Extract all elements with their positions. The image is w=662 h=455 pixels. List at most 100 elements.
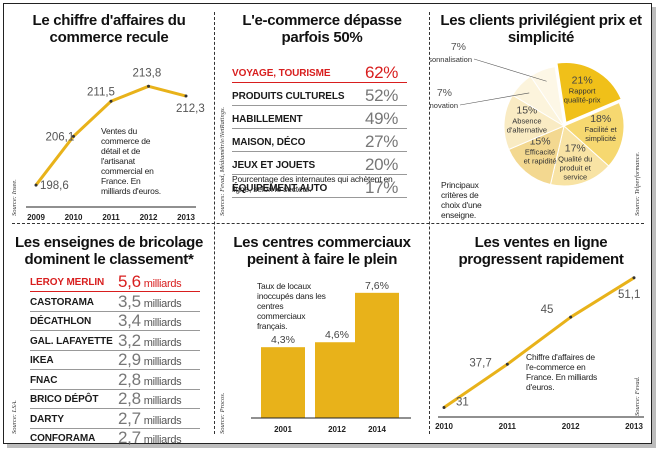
data-label: 4,6%	[325, 329, 349, 341]
malls-bar-chart: 4,3% 2001 4,6% 2012 7,6% 2014	[251, 280, 411, 434]
slice-percent: 18%	[590, 113, 611, 125]
slice-label: d'alternative	[507, 125, 547, 134]
data-label: 4,3%	[271, 334, 295, 346]
sector-label: HABILLEMENT	[232, 114, 303, 125]
sector-value: 20%	[365, 155, 399, 174]
panel-title: Le chiffre d'affaires du commerce recule	[32, 12, 186, 46]
row-rule	[232, 105, 407, 106]
panel-online: Les ventes en ligne progressent rapideme…	[430, 224, 652, 445]
row-rule	[30, 330, 200, 331]
x-tick-label: 2014	[368, 425, 386, 434]
retailer-unit: milliards	[143, 356, 182, 368]
source-label: Sources: Fevad, Médiamétrie/NetRatings.	[219, 106, 226, 216]
sector-value: 27%	[365, 132, 399, 151]
retailer-unit: milliards	[143, 375, 182, 388]
retailer-label: CONFORAMA	[30, 433, 96, 444]
slice-label: Absence	[512, 116, 541, 125]
retailer-label: FNAC	[30, 374, 58, 386]
retailer-label: DÉCATHLON	[30, 316, 92, 327]
x-tick-label: 2013	[625, 422, 643, 431]
data-label: 51,1	[618, 289, 640, 301]
panel-clients: Les clients privilégient prix et simplic…	[430, 4, 652, 223]
sector-label: ÉQUIPEMENT AUTO	[232, 183, 328, 194]
slice-percent: 7%	[451, 41, 466, 53]
chart-note: Taux de locaux inoccupés dans les centre…	[257, 281, 326, 331]
chart-note: Principaux critères de choix d'une ensei…	[441, 180, 482, 220]
retailer-value: 5,6 milliards	[118, 272, 182, 292]
sector-label: MAISON, DÉCO	[232, 137, 306, 148]
revenue-line-chart: 198,6 2009 206,1 2010 211,5 2011 213,8 2012 212,…	[26, 67, 205, 222]
data-point	[34, 183, 38, 187]
retailer-unit: milliards	[143, 297, 182, 310]
row-rule	[232, 82, 407, 83]
divider	[12, 223, 644, 224]
x-tick-label: 2013	[177, 213, 195, 222]
data-point	[632, 276, 636, 280]
sector-label: VOYAGE, TOURISME	[232, 68, 331, 79]
sector-label: PRODUITS CULTURELS	[232, 91, 345, 102]
x-tick-label: 2012	[328, 425, 346, 434]
retailer-revenue: 2,7	[118, 428, 141, 445]
slice-percent: 7%	[437, 87, 452, 99]
retailer-label: LEROY MERLIN	[30, 277, 105, 288]
retailer-label: IKEA	[30, 355, 54, 366]
slice-label: Rapport	[569, 87, 597, 96]
panel-title: Les ventes en ligne progressent rapideme…	[458, 234, 624, 268]
retailer-revenue: 5,6	[118, 272, 141, 291]
data-label: 206,1	[46, 131, 75, 143]
panel-title: L'e-commerce dépasse parfois 50%	[242, 12, 402, 46]
x-tick-label: 2012	[562, 422, 580, 431]
data-point	[109, 99, 113, 103]
x-tick-label: 2011	[102, 213, 120, 222]
bar	[355, 292, 399, 418]
slice-label: et rapidité	[524, 156, 557, 165]
slice-label: Innovation	[430, 101, 458, 110]
leader-line	[459, 92, 530, 106]
data-label: 213,8	[133, 67, 162, 79]
retailer-revenue: 3,5	[118, 291, 141, 311]
slice-label: simplicité	[585, 134, 616, 143]
x-tick-label: 2010	[435, 422, 453, 431]
row-rule	[30, 291, 200, 292]
sector-value: 62%	[365, 63, 399, 82]
x-tick-label: 2012	[140, 213, 158, 222]
leader-line	[473, 58, 547, 82]
slice-label: qualité-prix	[564, 96, 601, 105]
data-point	[442, 406, 446, 410]
slice-label: Qualité du	[558, 154, 592, 163]
pie-slice	[549, 125, 610, 187]
row-rule	[30, 427, 200, 429]
retailer-unit: milliards	[143, 278, 182, 290]
panel-diy: Les enseignes de bricolage dominent le c…	[4, 224, 214, 445]
sector-value: 52%	[365, 86, 399, 105]
data-point	[184, 94, 188, 98]
retailer-label: BRICO DÉPÔT	[30, 394, 99, 405]
retailer-revenue: 2,7	[118, 408, 141, 428]
slice-percent: 17%	[565, 142, 586, 154]
slice-label: Facilité et	[585, 125, 618, 134]
panel-malls: Les centres commerciaux peinent à faire …	[215, 224, 429, 445]
retailer-value: 2,9 milliards	[118, 350, 182, 370]
data-label: 45	[541, 304, 554, 316]
data-point	[147, 84, 150, 88]
retailer-revenue: 3,2	[118, 330, 141, 350]
retailer-label: GAL. LAFAYETTE	[30, 335, 113, 347]
data-point	[505, 362, 509, 366]
row-rule	[30, 369, 200, 370]
data-label: 7,6%	[365, 280, 389, 292]
retailer-revenue: 2,9	[118, 350, 141, 369]
row-rule	[232, 151, 407, 152]
retailer-value: 3,5 milliards	[118, 291, 182, 312]
data-label: 37,7	[469, 357, 491, 369]
slice-label: service	[563, 172, 587, 181]
pie-slice	[508, 125, 565, 186]
retailer-unit: milliards	[143, 434, 182, 445]
row-rule	[232, 128, 407, 129]
retailer-revenue: 3,4	[118, 311, 141, 330]
row-rule	[30, 388, 200, 390]
retailer-label: DARTY	[30, 413, 64, 425]
retailer-value: 3,4 milliards	[118, 311, 182, 331]
pie-slice	[563, 101, 625, 167]
data-label: 198,6	[40, 180, 69, 192]
